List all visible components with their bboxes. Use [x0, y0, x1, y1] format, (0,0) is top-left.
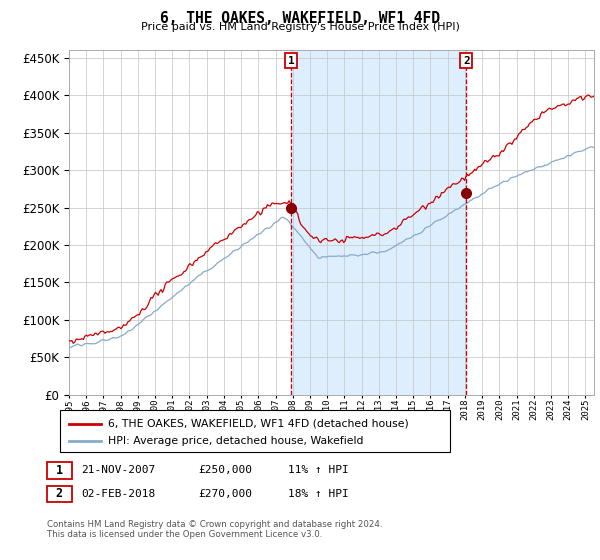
Text: Contains HM Land Registry data © Crown copyright and database right 2024.
This d: Contains HM Land Registry data © Crown c… — [47, 520, 382, 539]
Text: £270,000: £270,000 — [198, 489, 252, 499]
Text: 2: 2 — [56, 487, 63, 501]
Bar — [291, 50, 466, 395]
Text: 02-FEB-2018: 02-FEB-2018 — [81, 489, 155, 499]
Text: £250,000: £250,000 — [198, 465, 252, 475]
Text: 1: 1 — [287, 55, 295, 66]
Text: 1: 1 — [56, 464, 63, 477]
Text: 2: 2 — [463, 55, 470, 66]
Text: 6, THE OAKES, WAKEFIELD, WF1 4FD (detached house): 6, THE OAKES, WAKEFIELD, WF1 4FD (detach… — [108, 418, 409, 428]
Text: Price paid vs. HM Land Registry's House Price Index (HPI): Price paid vs. HM Land Registry's House … — [140, 22, 460, 32]
Text: 6, THE OAKES, WAKEFIELD, WF1 4FD: 6, THE OAKES, WAKEFIELD, WF1 4FD — [160, 11, 440, 26]
Text: 11% ↑ HPI: 11% ↑ HPI — [288, 465, 349, 475]
Text: 21-NOV-2007: 21-NOV-2007 — [81, 465, 155, 475]
Text: 18% ↑ HPI: 18% ↑ HPI — [288, 489, 349, 499]
Text: HPI: Average price, detached house, Wakefield: HPI: Average price, detached house, Wake… — [108, 436, 364, 446]
